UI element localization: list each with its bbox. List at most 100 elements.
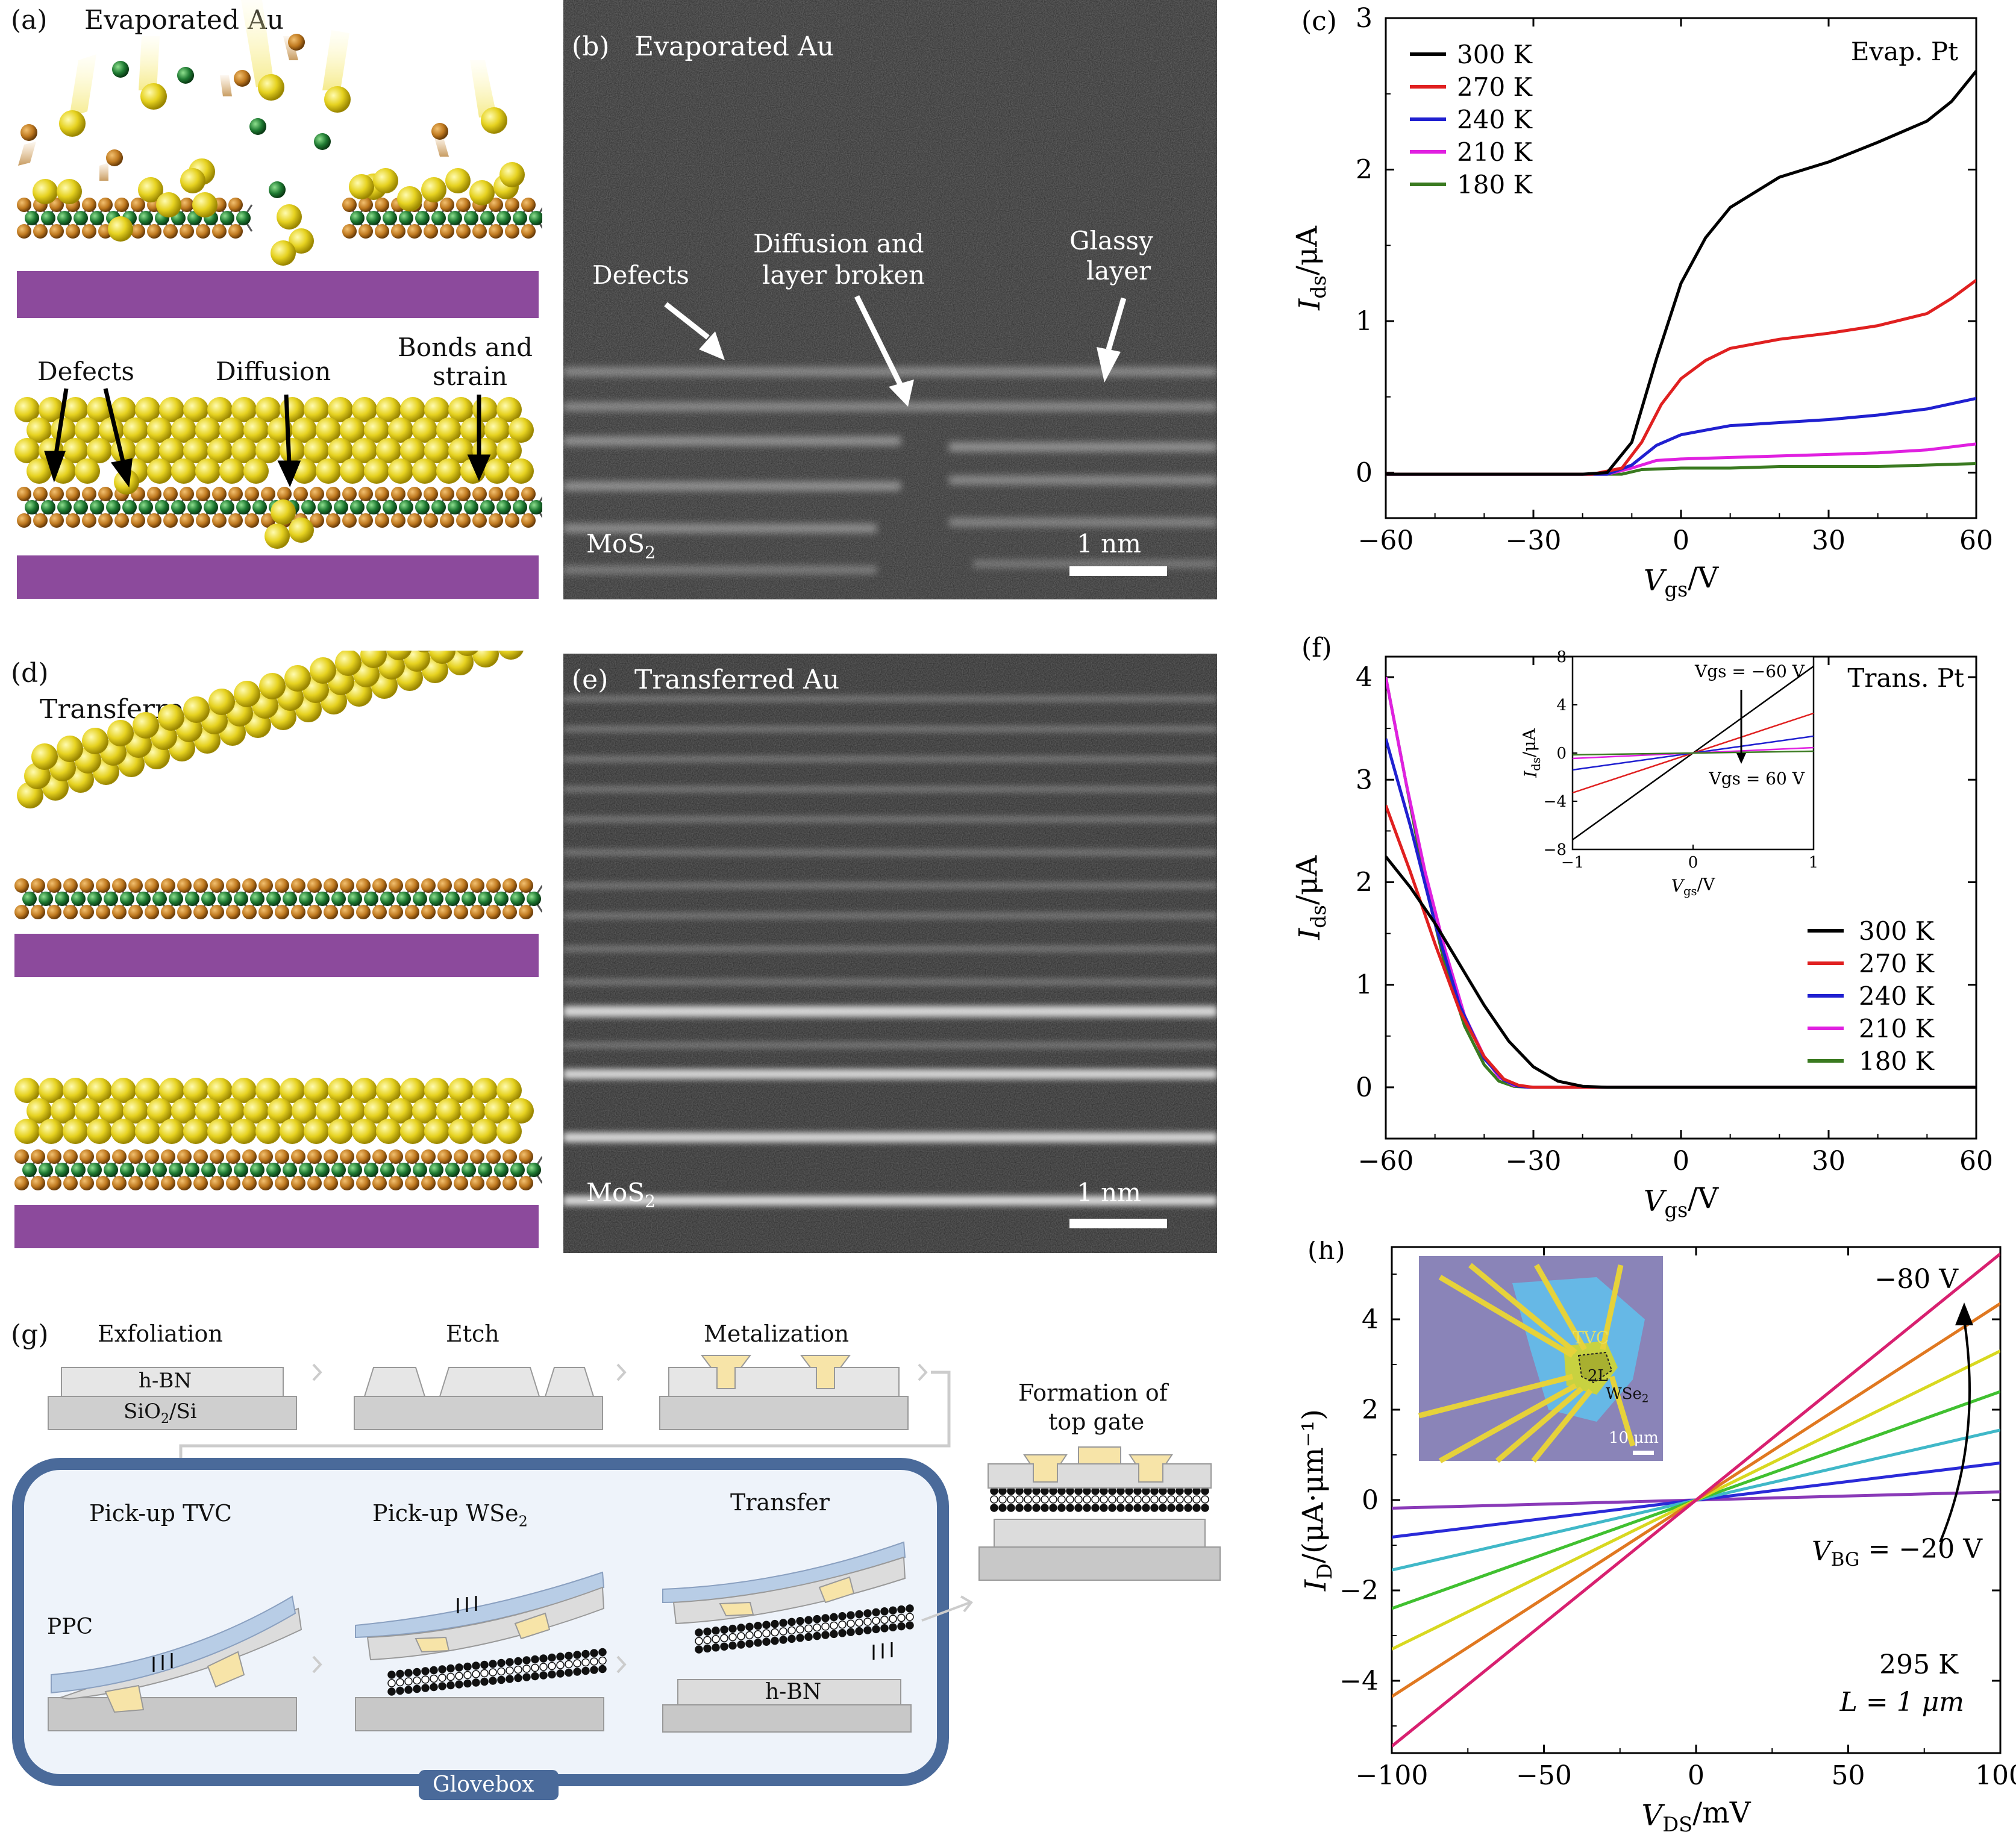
y-tick-label: 0: [1362, 1485, 1379, 1516]
condition-length: L = 1 μm: [1839, 1687, 1964, 1718]
panel-d: (d) Transferred Au: [0, 651, 542, 1253]
x-tick-label: −60: [1358, 525, 1414, 556]
inset-y-tick-label: 0: [1556, 745, 1567, 763]
legend-label: 240 K: [1859, 981, 1935, 1011]
x-tick-label: −60: [1358, 1146, 1414, 1177]
x-tick-label: 0: [1673, 525, 1689, 556]
chart-h-annotation-top: −80 V: [1874, 1264, 1959, 1295]
inset-annotation-top: Vgs = −60 V: [1694, 661, 1805, 681]
pickup-tvc-stack: [48, 1595, 302, 1731]
y-tick-label: −2: [1339, 1575, 1379, 1606]
hbn-transfer-label: h-BN: [765, 1680, 822, 1704]
gate-arrowhead: [1955, 1302, 1973, 1325]
tilted-au-film: [17, 651, 524, 808]
series-line-300K: [1386, 70, 1976, 476]
inset-wse2-label: WSe2: [1606, 1385, 1649, 1405]
y-axis-label: Ids/μA: [1291, 225, 1330, 311]
y-tick-label: 0: [1356, 1072, 1373, 1103]
x-tick-label: −50: [1516, 1760, 1572, 1791]
hbn-layer-label: h-BN: [139, 1369, 192, 1393]
step-exfoliation: Exfoliation: [98, 1321, 223, 1347]
legend-label: 180 K: [1859, 1046, 1935, 1076]
inset-scalebar: [1633, 1451, 1654, 1455]
flat-au-film: [14, 1078, 534, 1144]
panel-b-label: (b): [572, 31, 610, 62]
x-tick-label: 0: [1673, 1146, 1689, 1177]
flying-atoms: [20, 34, 507, 200]
chart-c-annotation: Evap. Pt: [1851, 37, 1958, 66]
y-tick-label: 1: [1356, 306, 1373, 337]
inset-y-tick-label: −4: [1544, 793, 1567, 811]
tem-broken-label: layer broken: [762, 260, 925, 290]
evaporation-beams: [18, 0, 497, 181]
series-line: [1392, 1252, 2000, 1748]
step-metalization: Metalization: [704, 1321, 850, 1347]
inset-line: [1572, 750, 1814, 756]
y-tick-label: 4: [1362, 1304, 1379, 1335]
x-axis-label: Vgs/V: [1644, 561, 1720, 601]
panel-e: (e) Transferred Au MoS2 1 nm: [563, 654, 1217, 1253]
y-tick-label: 2: [1362, 1395, 1379, 1425]
diffusion-label: Diffusion: [216, 357, 331, 386]
y-tick-label: 1: [1356, 970, 1373, 1001]
transfer-stack: [662, 1541, 914, 1733]
tem-image-transferred: [563, 654, 1217, 1253]
strain-label: strain: [433, 361, 508, 391]
panel-h: −100 −50 0 50 100 −4 −2 0 2 4 VDS/mV ID/(μA·μm⁻¹) (h…: [1259, 1241, 2016, 1838]
panel-c: −60 −30 0 30 60 0 1 2 3 Vgs/V Ids/μA (c) Evap. Pt 300…: [1289, 0, 2016, 614]
x-tick-label: 30: [1812, 525, 1845, 556]
legend-label: 270 K: [1457, 72, 1533, 102]
mos2-label-b: MoS2: [586, 529, 656, 563]
glovebox-tab: [419, 1770, 559, 1800]
panel-f: −60 −30 0 30 60 0 1 2 3 4 Vgs/V Ids/μA (f) Trans. Pt 3…: [1289, 627, 2016, 1229]
y-tick-label: −4: [1339, 1666, 1379, 1696]
x-axis-label: VDS/mV: [1642, 1796, 1751, 1836]
transferred-au-schematic: [14, 651, 542, 1248]
substrate-bottom: [17, 555, 539, 599]
inset-y-tick-label: −8: [1544, 841, 1567, 859]
flow-chevrons: [312, 1363, 928, 1381]
transfer-curve-evaporated: −60 −30 0 30 60 0 1 2 3 Vgs/V Ids/μA (c) Evap. Pt 300…: [1291, 3, 1993, 601]
tem-image-evaporated: [563, 0, 1217, 599]
panel-g-label: (g): [11, 1319, 49, 1350]
bonds-label: Bonds and: [398, 333, 533, 362]
inset-2l-label: 2L: [1588, 1367, 1608, 1385]
top-gate-device: [978, 1446, 1221, 1581]
tem-arrows: [664, 295, 1127, 407]
flow-connector: [179, 1371, 951, 1476]
x-tick-label: 30: [1812, 1146, 1845, 1177]
y-axis-label: Ids/μA: [1291, 855, 1330, 940]
inset-x-tick-label: 0: [1688, 854, 1698, 872]
chart-h-annotation-bottom: VBG = −20 V: [1812, 1534, 1983, 1571]
tem-layer-label: layer: [1086, 256, 1151, 286]
series-line-300K: [1386, 855, 1976, 1089]
etch-stack: [354, 1367, 603, 1430]
x-tick-label: 60: [1959, 525, 1993, 556]
evaporated-au-schematic: [14, 0, 542, 599]
mos2-label-e: MoS2: [586, 1178, 656, 1211]
step-pickup-tvc: Pick-up TVC: [89, 1500, 232, 1527]
scalebar-e-label: 1 nm: [1077, 1178, 1141, 1207]
inset-scalebar-label: 10 μm: [1609, 1429, 1659, 1447]
series-line-270K: [1386, 279, 1976, 476]
panel-f-label: (f): [1301, 633, 1332, 663]
step-etch: Etch: [446, 1321, 499, 1347]
mos2-layer-d2: [14, 1149, 542, 1190]
substrate-d1: [14, 934, 539, 977]
fabrication-flow-diagram: [12, 1355, 1221, 1800]
x-tick-label: 50: [1832, 1760, 1865, 1791]
panel-a-label: (a): [11, 5, 48, 36]
x-axis-label: Vgs/V: [1644, 1182, 1720, 1222]
legend-label: 270 K: [1859, 949, 1935, 978]
sio2-layer-label: SiO2/Si: [124, 1399, 197, 1427]
y-tick-label: 3: [1356, 3, 1373, 34]
panel-c-label: (c): [1301, 6, 1337, 37]
condition-temperature: 295 K: [1879, 1649, 1959, 1680]
inset-y-tick-label: 8: [1556, 648, 1567, 666]
x-tick-label: 0: [1688, 1760, 1705, 1791]
step-transfer: Transfer: [730, 1489, 830, 1516]
legend-label: 210 K: [1457, 137, 1533, 167]
scalebar-b-label: 1 nm: [1077, 529, 1141, 558]
y-axis-label: ID/(μA·μm⁻¹): [1297, 1409, 1336, 1592]
pickup-wse2-stack: [355, 1571, 607, 1731]
